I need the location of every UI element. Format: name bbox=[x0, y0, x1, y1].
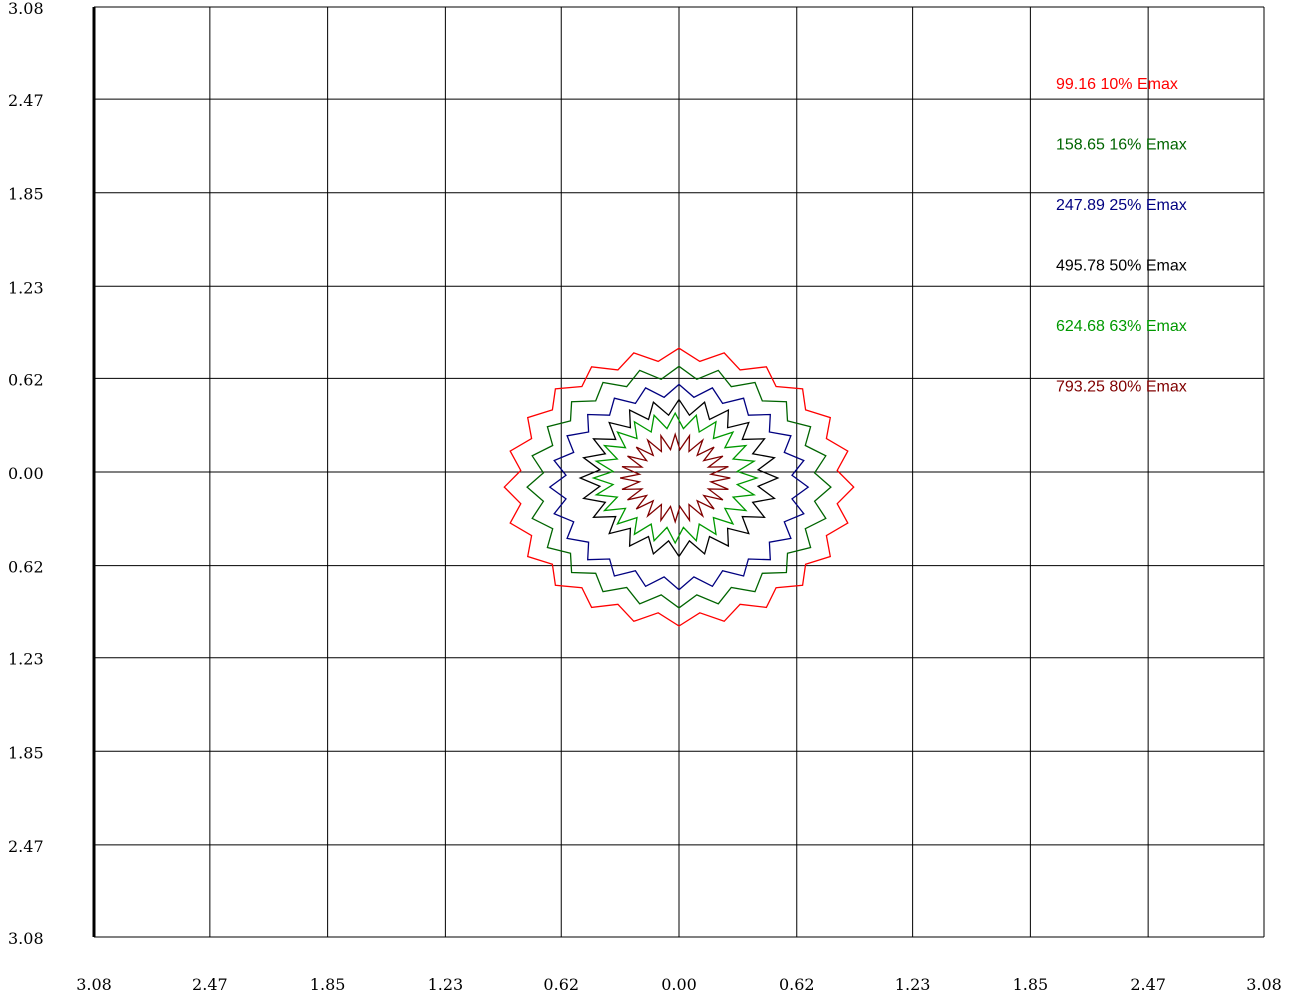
legend-entry: 624.68 63% Emax bbox=[1056, 318, 1187, 335]
y-tick-label: 2.47 bbox=[8, 837, 44, 856]
y-tick-labels: 3.08 2.47 1.85 1.23 0.62 0.00 0.62 1.23 1.85 2.47… bbox=[8, 0, 44, 948]
x-tick-label: 0.62 bbox=[779, 975, 815, 994]
x-tick-label: 1.23 bbox=[428, 975, 464, 994]
legend-entry: 158.65 16% Emax bbox=[1056, 137, 1187, 154]
x-tick-label: 0.62 bbox=[543, 975, 579, 994]
x-tick-label: 3.08 bbox=[1246, 975, 1282, 994]
legend-entry: 247.89 25% Emax bbox=[1056, 197, 1187, 214]
x-tick-label: 0.00 bbox=[661, 975, 697, 994]
x-tick-label: 2.47 bbox=[1130, 975, 1166, 994]
legend-entry: 495.78 50% Emax bbox=[1056, 258, 1187, 275]
y-tick-label: 0.62 bbox=[8, 558, 44, 577]
y-tick-label: 3.08 bbox=[8, 0, 44, 18]
legend-entry: 793.25 80% Emax bbox=[1056, 379, 1187, 396]
x-tick-labels: 3.08 2.47 1.85 1.23 0.62 0.00 0.62 1.23 1.85 2.47… bbox=[76, 975, 1282, 994]
x-tick-label: 1.85 bbox=[310, 975, 346, 994]
y-tick-label: 0.62 bbox=[8, 370, 44, 389]
x-tick-label: 1.23 bbox=[895, 975, 931, 994]
x-tick-label: 2.47 bbox=[192, 975, 228, 994]
legend-entry: 99.16 10% Emax bbox=[1056, 76, 1178, 93]
y-tick-label: 1.23 bbox=[8, 650, 44, 669]
y-tick-label: 0.00 bbox=[8, 464, 44, 483]
y-tick-label: 1.85 bbox=[8, 743, 44, 762]
y-tick-label: 1.23 bbox=[8, 278, 44, 297]
y-tick-label: 2.47 bbox=[8, 91, 44, 110]
x-tick-label: 3.08 bbox=[76, 975, 112, 994]
y-tick-label: 1.85 bbox=[8, 185, 44, 204]
x-tick-label: 1.85 bbox=[1013, 975, 1049, 994]
y-tick-label: 3.08 bbox=[8, 929, 44, 948]
